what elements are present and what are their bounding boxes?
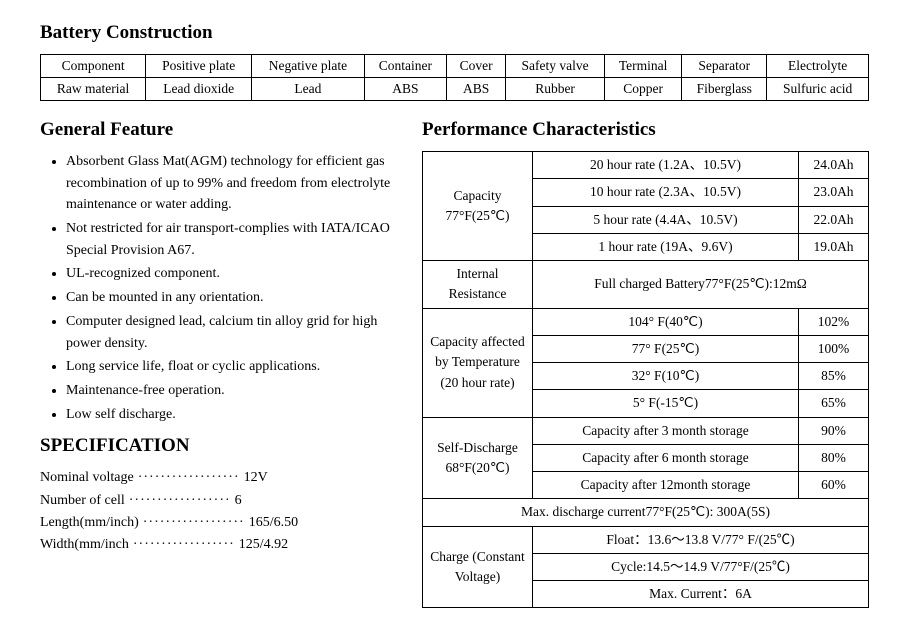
spec-label: Width(mm/inch	[40, 534, 129, 556]
spec-label: Nominal voltage	[40, 467, 134, 489]
general-feature-title: General Feature	[40, 119, 400, 141]
table-row: Capacity 77°F(25℃) 20 hour rate (1.2A、10…	[423, 152, 869, 179]
list-item: Not restricted for air transport-complie…	[66, 218, 400, 261]
specification-title: SPECIFICATION	[40, 435, 400, 457]
cell: 23.0Ah	[799, 179, 869, 206]
table-row: Internal Resistance Full charged Battery…	[423, 261, 869, 309]
cell: Negative plate	[252, 55, 364, 78]
cell: Float：13.6～13.8 V/77° F/(25℃)	[533, 526, 869, 553]
cell: 65%	[799, 390, 869, 417]
performance-table: Capacity 77°F(25℃) 20 hour rate (1.2A、10…	[422, 151, 869, 608]
spec-label: Length(mm/inch)	[40, 512, 139, 534]
list-item: Computer designed lead, calcium tin allo…	[66, 311, 400, 354]
cell: Capacity after 6 month storage	[533, 444, 799, 471]
cell: Cycle:14.5～14.9 V/77°F/(25℃)	[533, 553, 869, 580]
cell: Raw material	[41, 78, 146, 101]
cell: 85%	[799, 363, 869, 390]
cell: Electrolyte	[767, 55, 869, 78]
spec-label: Number of cell	[40, 490, 125, 512]
cell: 90%	[799, 417, 869, 444]
spec-line: Number of cell ·················· 6	[40, 490, 400, 512]
list-item: Absorbent Glass Mat(AGM) technology for …	[66, 151, 400, 216]
cell: Capacity after 3 month storage	[533, 417, 799, 444]
row-label: Capacity 77°F(25℃)	[423, 152, 533, 261]
cell: 19.0Ah	[799, 233, 869, 260]
cell: Lead	[252, 78, 364, 101]
spec-line: Width(mm/inch ·················· 125/4.9…	[40, 534, 400, 556]
spec-list: Nominal voltage ·················· 12V N…	[40, 467, 400, 557]
cell: Capacity after 12month storage	[533, 472, 799, 499]
row-label: Self-Discharge 68°F(20℃)	[423, 417, 533, 499]
cell: Component	[41, 55, 146, 78]
cell: Safety valve	[506, 55, 605, 78]
spec-value: 165/6.50	[249, 512, 298, 534]
cell: 80%	[799, 444, 869, 471]
row-label: Internal Resistance	[423, 261, 533, 309]
feature-list: Absorbent Glass Mat(AGM) technology for …	[40, 151, 400, 425]
cell: Max. Current：6A	[533, 581, 869, 608]
cell: Fiberglass	[682, 78, 767, 101]
table-row: Max. discharge current77°F(25℃): 300A(5S…	[423, 499, 869, 526]
dots: ··················	[129, 534, 239, 556]
cell: 22.0Ah	[799, 206, 869, 233]
cell: Terminal	[605, 55, 682, 78]
list-item: Maintenance-free operation.	[66, 380, 400, 402]
list-item: Long service life, float or cyclic appli…	[66, 356, 400, 378]
dots: ··················	[125, 490, 235, 512]
cell: Lead dioxide	[146, 78, 252, 101]
dots: ··················	[134, 467, 244, 489]
table-row: Capacity affected by Temperature (20 hou…	[423, 308, 869, 335]
cell: Container	[364, 55, 447, 78]
spec-line: Length(mm/inch) ·················· 165/6…	[40, 512, 400, 534]
list-item: Low self discharge.	[66, 404, 400, 426]
table-row: Charge (Constant Voltage) Float：13.6～13.…	[423, 526, 869, 553]
spec-line: Nominal voltage ·················· 12V	[40, 467, 400, 489]
construction-table: Component Positive plate Negative plate …	[40, 54, 869, 101]
spec-value: 12V	[244, 467, 268, 489]
list-item: UL-recognized component.	[66, 263, 400, 285]
cell: Separator	[682, 55, 767, 78]
table-row: Raw material Lead dioxide Lead ABS ABS R…	[41, 78, 869, 101]
spec-value: 6	[235, 490, 242, 512]
cell: 20 hour rate (1.2A、10.5V)	[533, 152, 799, 179]
cell: 1 hour rate (19A、9.6V)	[533, 233, 799, 260]
list-item: Can be mounted in any orientation.	[66, 287, 400, 309]
cell: 32° F(10℃)	[533, 363, 799, 390]
cell: Positive plate	[146, 55, 252, 78]
cell: 24.0Ah	[799, 152, 869, 179]
cell: ABS	[364, 78, 447, 101]
table-row: Self-Discharge 68°F(20℃) Capacity after …	[423, 417, 869, 444]
cell: 5 hour rate (4.4A、10.5V)	[533, 206, 799, 233]
cell: Full charged Battery77°F(25℃):12mΩ	[533, 261, 869, 309]
cell: Sulfuric acid	[767, 78, 869, 101]
cell: 5° F(-15℃)	[533, 390, 799, 417]
cell: 77° F(25℃)	[533, 335, 799, 362]
cell: 100%	[799, 335, 869, 362]
row-label: Capacity affected by Temperature (20 hou…	[423, 308, 533, 417]
battery-construction-title: Battery Construction	[40, 22, 869, 44]
dots: ··················	[139, 512, 249, 534]
cell: Copper	[605, 78, 682, 101]
cell: Max. discharge current77°F(25℃): 300A(5S…	[423, 499, 869, 526]
cell: 10 hour rate (2.3A、10.5V)	[533, 179, 799, 206]
cell: Rubber	[506, 78, 605, 101]
cell: Cover	[447, 55, 506, 78]
row-label: Charge (Constant Voltage)	[423, 526, 533, 608]
performance-title: Performance Characteristics	[422, 119, 869, 141]
spec-value: 125/4.92	[239, 534, 288, 556]
cell: ABS	[447, 78, 506, 101]
cell: 102%	[799, 308, 869, 335]
cell: 60%	[799, 472, 869, 499]
cell: 104° F(40℃)	[533, 308, 799, 335]
table-row: Component Positive plate Negative plate …	[41, 55, 869, 78]
